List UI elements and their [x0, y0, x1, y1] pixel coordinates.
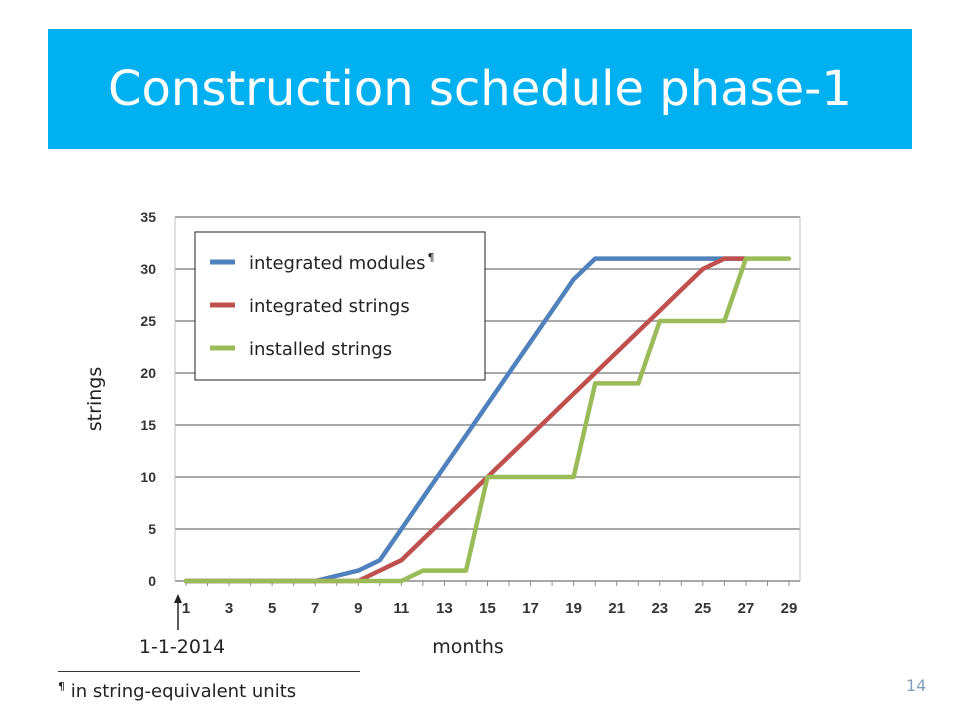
title-bar: Construction schedule phase-1 [48, 29, 912, 149]
x-tick-label: 15 [479, 600, 496, 617]
x-tick-label: 19 [565, 600, 582, 617]
x-tick-label: 29 [781, 600, 798, 617]
legend-superscript: ¶ [428, 251, 435, 264]
y-tick-label: 15 [140, 417, 156, 433]
x-tick-label: 7 [311, 600, 319, 617]
x-tick-label: 13 [436, 600, 453, 617]
legend-label: integrated strings [249, 296, 410, 317]
y-axis-label: strings [84, 367, 106, 431]
series-line-integrated-modules [183, 256, 749, 584]
y-tick-label: 25 [140, 313, 156, 329]
x-tick-label: 27 [738, 600, 755, 617]
y-tick-label: 35 [140, 209, 156, 225]
footnote: ¶ in string-equivalent units [58, 680, 296, 702]
x-tick-label: 25 [695, 600, 712, 617]
slide-title: Construction schedule phase-1 [108, 61, 852, 117]
y-tick-label: 30 [140, 261, 156, 277]
y-tick-label: 5 [148, 521, 156, 537]
chart-series [183, 256, 792, 584]
legend-label: integrated modules ¶ [249, 251, 435, 274]
slide-number: 14 [906, 676, 927, 695]
x-tick-label: 11 [393, 600, 409, 617]
footnote-divider [58, 671, 360, 672]
x-tick-label: 9 [354, 600, 362, 617]
footnote-text: in string-equivalent units [65, 681, 297, 702]
y-tick-label: 0 [148, 573, 156, 589]
x-tick-label: 1 [182, 600, 190, 617]
start-arrow-head [174, 594, 182, 603]
x-tick-label: 3 [225, 600, 233, 617]
x-axis-label: months [432, 636, 504, 658]
x-tick-label: 17 [522, 600, 539, 617]
series-line-installed-strings [183, 256, 792, 584]
legend-box [194, 231, 486, 381]
y-tick-label: 20 [140, 365, 156, 381]
legend-label: installed strings [249, 339, 392, 360]
x-tick-label: 23 [651, 600, 668, 617]
start-date-label: 1-1-2014 [139, 636, 225, 658]
y-tick-label: 10 [140, 469, 156, 485]
footnote-marker: ¶ [58, 680, 65, 693]
x-tick-label: 21 [608, 600, 625, 617]
x-tick-label: 5 [268, 600, 276, 617]
series-line-integrated-strings [183, 256, 749, 584]
chart-legend: integrated modules ¶ integrated strings ins… [194, 231, 486, 381]
